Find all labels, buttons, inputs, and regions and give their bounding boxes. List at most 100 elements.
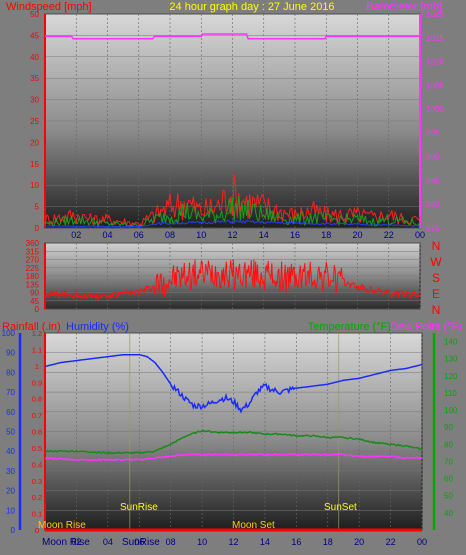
bottom-xtick-label: 14 [260, 537, 270, 547]
rainfall-tick-label: 0 [35, 526, 39, 535]
humidity-tick-label: 20 [6, 487, 15, 496]
humidity-tick-label: 30 [6, 467, 15, 476]
top-xtick-label: 02 [71, 230, 81, 240]
moonrise-label-bottom: Moon Rise [42, 537, 90, 548]
windspeed-tick-label: 5 [35, 203, 40, 212]
moonrise-label-top: Moon Rise [38, 520, 86, 531]
top-xtick-label: 06 [134, 230, 144, 240]
direction-tick-label: 270 [26, 256, 40, 265]
rainfall-tick-label: 1.1 [32, 345, 42, 354]
temperature-axis-label: Temperature (°F) [308, 321, 391, 333]
rainfall-tick-label: 0.6 [32, 428, 42, 437]
windspeed-tick-label: 35 [30, 74, 39, 83]
barometer-tick-label: 975 [426, 224, 440, 233]
humidity-tick-label: 0 [11, 526, 16, 535]
rainfall-tick-label: 1 [35, 362, 39, 371]
rainfall-tick-label: 0.5 [32, 444, 42, 453]
bottom-xtick-label: 06 [134, 537, 144, 547]
temperature-tick-label: 130 [444, 355, 458, 364]
wind-series-line [44, 195, 421, 228]
barometer-tick-label: 980 [426, 200, 440, 209]
humidity-axis-label: Humidity (%) [66, 321, 129, 333]
bottom-xtick-label: 04 [103, 537, 113, 547]
bottom-xtick-label: 00 [417, 537, 427, 547]
windspeed-tick-label: 30 [30, 96, 39, 105]
humidity-tick-label: 50 [6, 428, 15, 437]
rainfall-tick-label: 1.2 [32, 329, 42, 338]
temperature-tick-label: 40 [444, 509, 453, 518]
barometer-tick-label: 1005 [426, 81, 444, 90]
compass-letter-4: E [432, 287, 440, 301]
bottom-xtick-label: 10 [197, 537, 207, 547]
barometer-tick-label: 1020 [426, 10, 444, 19]
rainfall-axis-label: Rainfall (.in) [2, 321, 61, 333]
compass-letter-1: N [432, 239, 441, 253]
rainfall-tick-label: 0.9 [32, 378, 42, 387]
direction-tick-label: 315 [26, 247, 40, 256]
barometer-tick-label: 995 [426, 129, 440, 138]
top-xtick-label: 18 [321, 230, 331, 240]
humidity-tick-label: 80 [6, 368, 15, 377]
temperature-tick-label: 100 [444, 406, 458, 415]
wind-direction-line [44, 259, 421, 301]
bottom-xtick-label: 12 [228, 537, 238, 547]
moonset-label: Moon Set [232, 520, 275, 531]
windspeed-tick-label: 0 [35, 224, 40, 233]
compass-letter-5: N [432, 303, 441, 317]
bottom-xtick-label: 18 [323, 537, 333, 547]
temperature-tick-label: 70 [444, 457, 453, 466]
bottom-xtick-label: 02 [71, 537, 81, 547]
direction-tick-label: 90 [30, 289, 39, 298]
windspeed-tick-label: 10 [30, 181, 39, 190]
temperature-tick-label: 90 [444, 423, 453, 432]
top-xtick-label: 12 [227, 230, 237, 240]
wind-series-line [44, 173, 421, 228]
rainfall-tick-label: 0.8 [32, 395, 42, 404]
compass-letter-3: S [432, 271, 440, 285]
temperature-tick-label: 120 [444, 372, 458, 381]
barometer-tick-label: 985 [426, 176, 440, 185]
temperature-tick-label: 110 [444, 389, 457, 398]
top-xtick-label: 10 [196, 230, 206, 240]
compass-letter-2: W [430, 255, 442, 269]
dewpoint-axis-label: Dew Point (°F) [390, 321, 462, 333]
sunset-label: SunSet [324, 502, 357, 513]
windspeed-tick-label: 45 [30, 31, 39, 40]
bottom-series-line [44, 429, 423, 455]
barometer-tick-label: 1010 [426, 58, 444, 67]
humidity-tick-label: 60 [6, 408, 15, 417]
top-chart-title: 24 hour graph day : 27 June 2016 [169, 1, 334, 13]
windspeed-tick-label: 40 [30, 53, 39, 62]
barometer-line [45, 33, 420, 40]
windspeed-axis-label: Windspeed [mph] [6, 1, 92, 13]
direction-tick-label: 0 [35, 305, 40, 314]
temperature-tick-label: 140 [444, 338, 458, 347]
humidity-tick-label: 90 [6, 349, 15, 358]
windspeed-tick-label: 25 [30, 117, 39, 126]
wind-series-line [44, 219, 420, 228]
sunrise-label: SunRise [120, 502, 158, 513]
top-xtick-label: 04 [102, 230, 112, 240]
rainfall-tick-label: 0.4 [32, 460, 42, 469]
direction-tick-label: 225 [26, 264, 40, 273]
top-xtick-label: 00 [415, 230, 425, 240]
direction-tick-label: 135 [26, 280, 40, 289]
top-xtick-label: 14 [259, 230, 269, 240]
temperature-tick-label: 50 [444, 492, 453, 501]
humidity-tick-label: 40 [6, 447, 15, 456]
bottom-xtick-label: 20 [354, 537, 364, 547]
windspeed-tick-label: 20 [30, 138, 39, 147]
rainfall-tick-label: 0.7 [32, 411, 42, 420]
windspeed-tick-label: 15 [30, 160, 39, 169]
humidity-tick-label: 10 [6, 506, 15, 515]
rainfall-tick-label: 0.3 [32, 477, 42, 486]
bottom-series-line [44, 353, 423, 414]
barometer-tick-label: 1015 [426, 34, 444, 43]
top-xtick-label: 08 [165, 230, 175, 240]
temperature-tick-label: 80 [444, 440, 453, 449]
barometer-tick-label: 1000 [426, 105, 444, 114]
rainfall-tick-label: 0.1 [32, 510, 42, 519]
direction-tick-label: 180 [26, 272, 40, 281]
